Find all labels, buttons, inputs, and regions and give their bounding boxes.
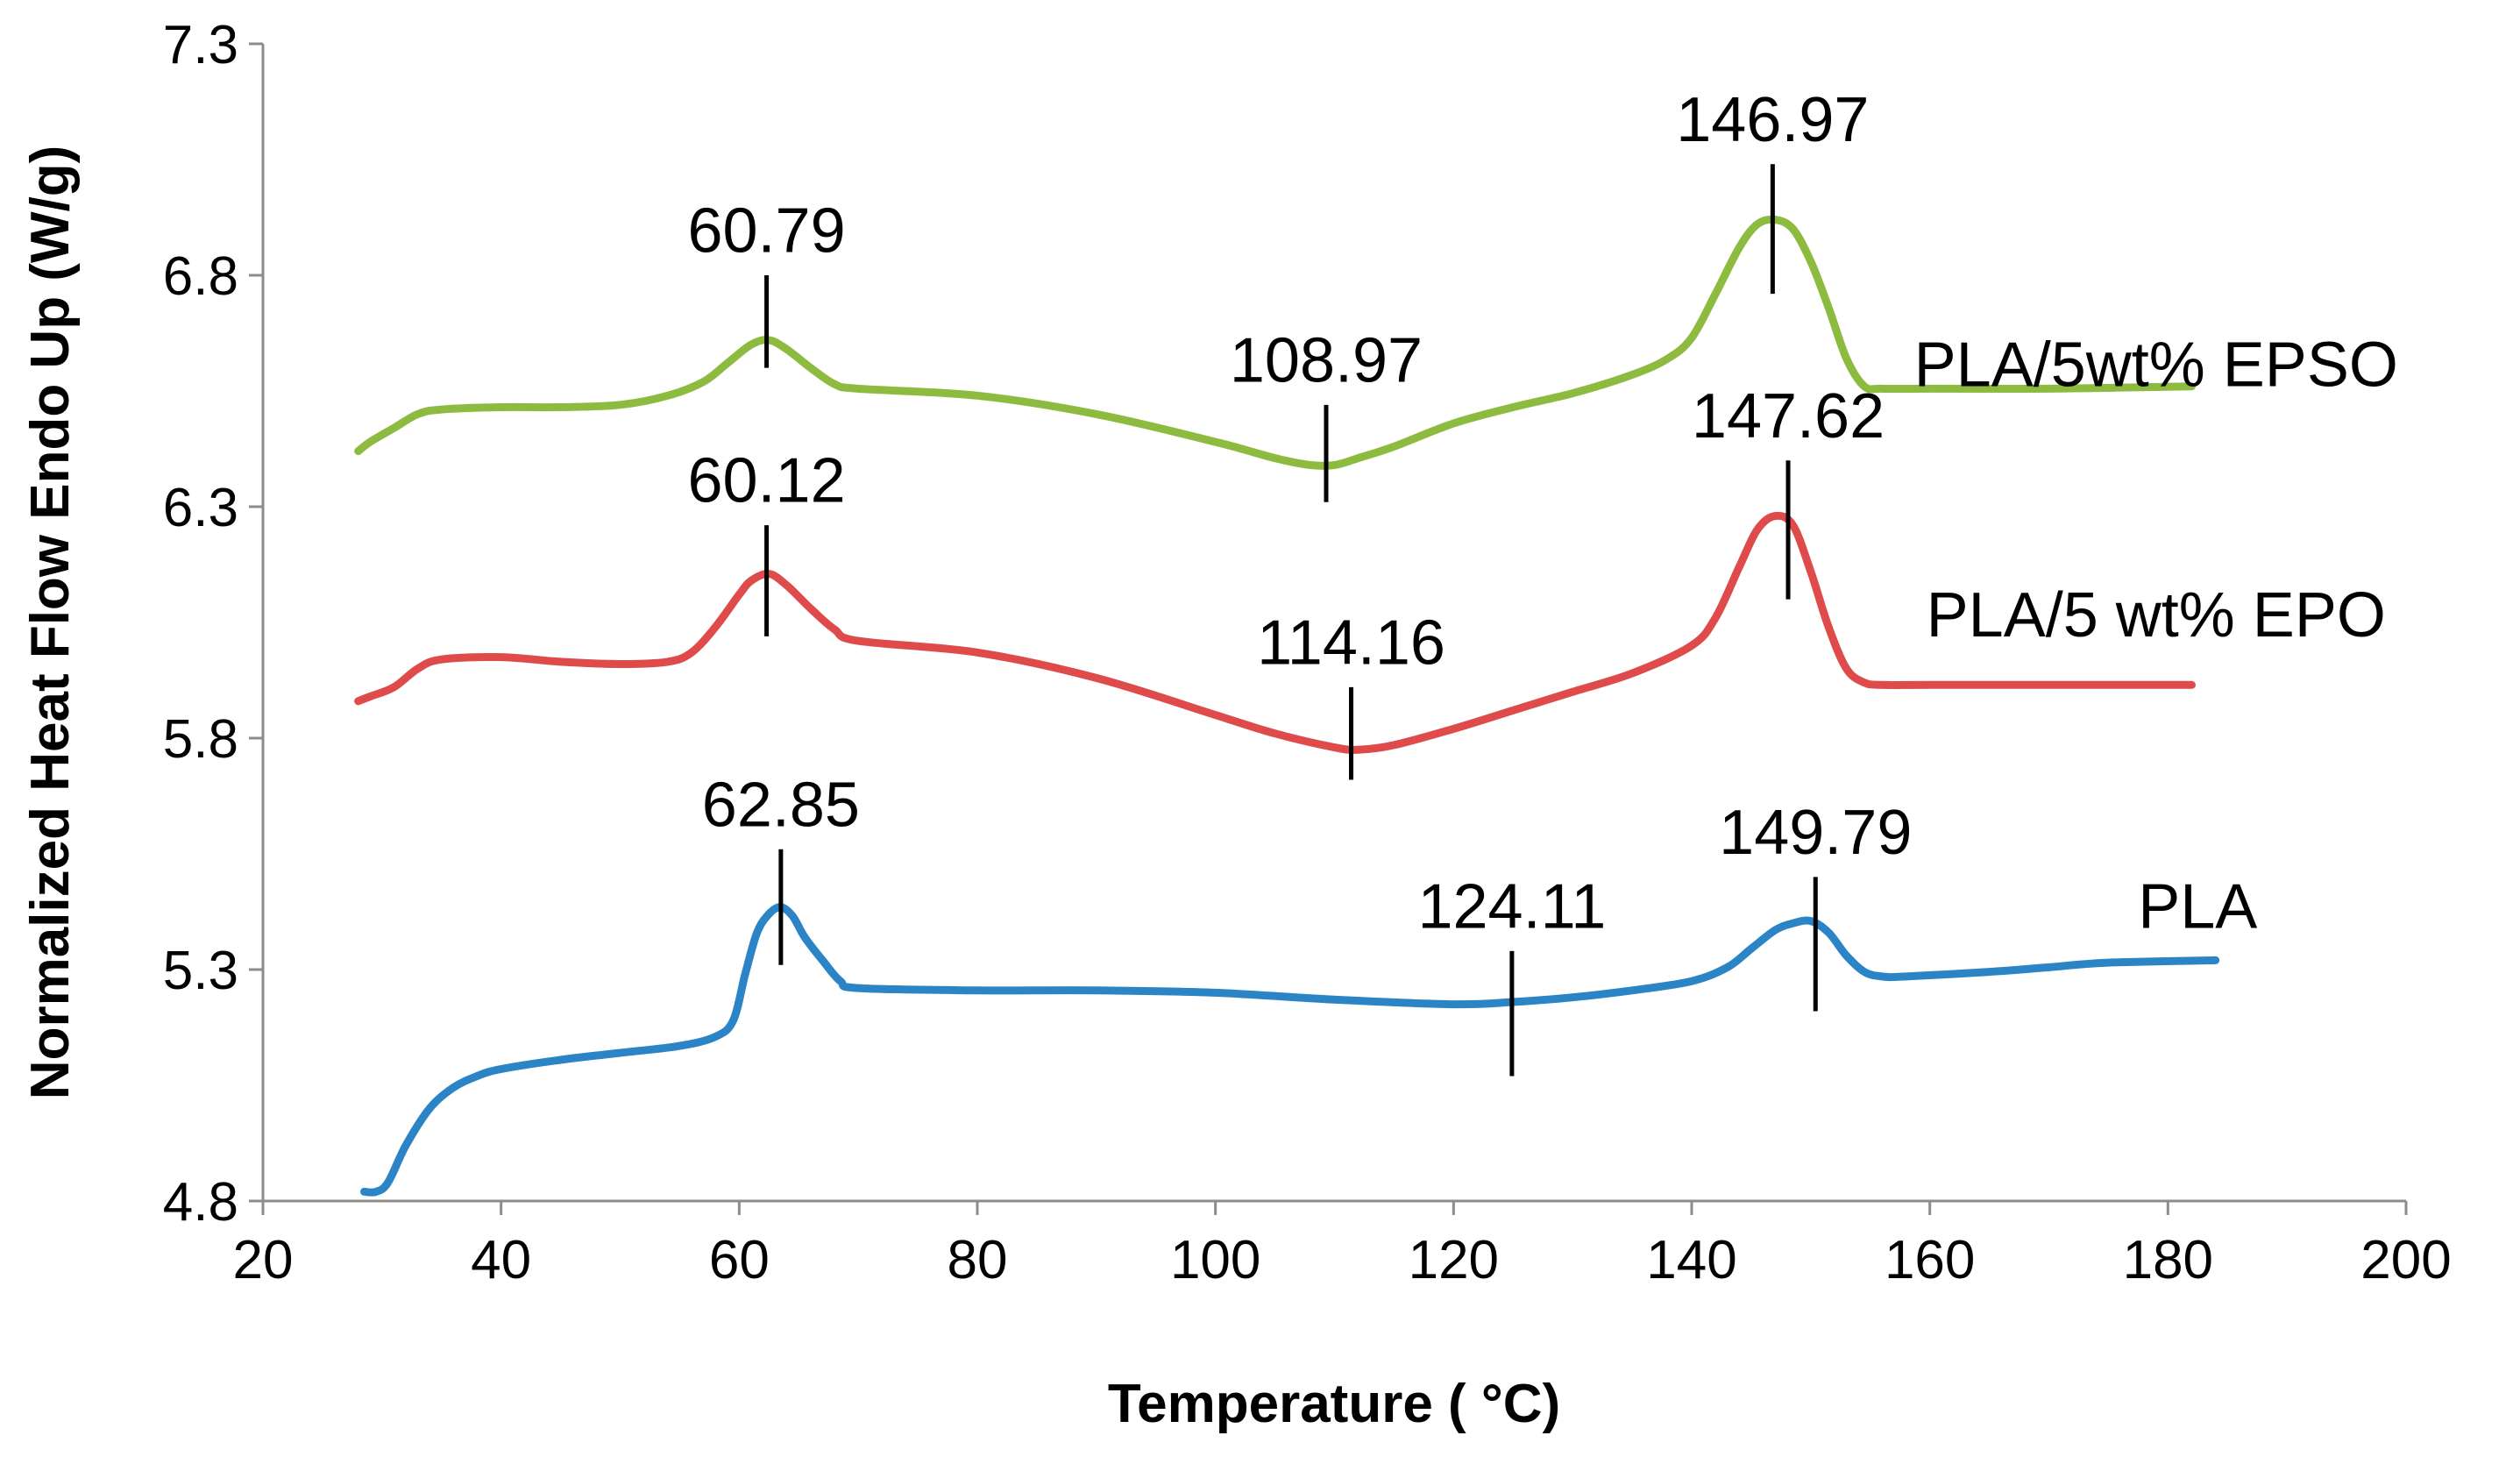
annotation-label: 60.79: [687, 196, 845, 267]
x-tick-label: 160: [1885, 1230, 1975, 1290]
y-tick-label: 5.8: [163, 709, 238, 770]
y-axis-title: Normalized Heat Flow Endo Up (W/g): [20, 146, 81, 1099]
annotation-label: 149.79: [1719, 798, 1912, 868]
series-line-2: [354, 511, 2196, 754]
plot-area: 20 40 60 80 100 120 140 160 180 200 4.8 5.3 5.8 6.3 6…: [163, 15, 2452, 1290]
x-axis-title: Temperature ( °C): [1108, 1374, 1560, 1434]
annotation-label: 62.85: [702, 770, 860, 840]
series-group: [354, 215, 2220, 1197]
annotation-label: 60.12: [687, 446, 845, 516]
x-tick-label: 80: [948, 1230, 1008, 1290]
annotation-label: 146.97: [1676, 85, 1869, 155]
annotation-label: 147.62: [1692, 381, 1885, 451]
x-tick-label: 120: [1409, 1230, 1499, 1290]
x-tick-label: 140: [1646, 1230, 1736, 1290]
y-tick-label: 5.3: [163, 941, 238, 1001]
annotations-group: 60.79 108.97 146.97 60.12 114.16 147.62 62.85 1…: [687, 85, 1912, 1077]
x-tick-label: 200: [2360, 1230, 2451, 1290]
y-tick-label: 6.8: [163, 246, 238, 307]
y-ticks: 4.8 5.3 5.8 6.3 6.8 7.3: [163, 15, 263, 1233]
x-tick-label: 20: [233, 1230, 294, 1290]
x-tick-label: 180: [2123, 1230, 2213, 1290]
y-tick-label: 4.8: [163, 1172, 238, 1233]
series-labels-group: PLA/5wt% EPSO PLA/5 wt% EPO PLA: [1914, 330, 2398, 942]
y-tick-label: 7.3: [163, 15, 238, 75]
series-label: PLA/5 wt% EPO: [1927, 580, 2386, 650]
series-label: PLA/5wt% EPSO: [1914, 330, 2398, 401]
series-line-3: [360, 903, 2220, 1197]
x-ticks: 20 40 60 80 100 120 140 160 180 200: [233, 1201, 2452, 1290]
x-tick-label: 100: [1170, 1230, 1260, 1290]
y-tick-label: 6.3: [163, 478, 238, 538]
annotation-label: 108.97: [1230, 325, 1423, 395]
x-tick-label: 40: [471, 1230, 531, 1290]
annotation-label: 114.16: [1257, 608, 1445, 679]
x-tick-label: 60: [709, 1230, 770, 1290]
series-label: PLA: [2138, 871, 2257, 942]
annotation-label: 124.11: [1417, 871, 1606, 942]
series-line-1: [354, 215, 2196, 470]
